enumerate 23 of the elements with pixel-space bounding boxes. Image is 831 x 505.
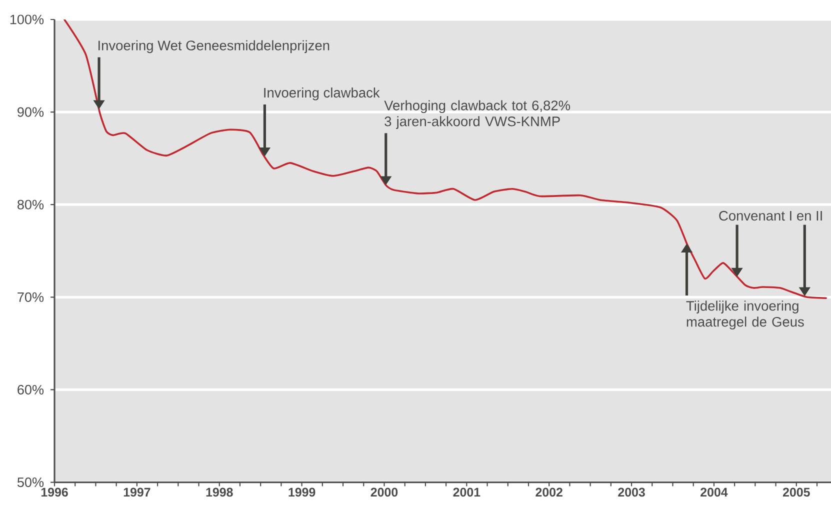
annotation: Invoering clawback (264, 87, 380, 100)
y-tick-label: 60% (18, 384, 44, 395)
x-tick-label: 1997 (124, 488, 150, 497)
x-tick-label: 2001 (453, 488, 480, 497)
x-tick-label: 1999 (288, 488, 316, 497)
y-tick-label: 50% (17, 477, 44, 488)
x-tick-label: 1998 (206, 488, 233, 497)
x-tick-label: 2002 (536, 488, 562, 497)
x-tick-label: 2004 (700, 488, 728, 497)
x-tick-label: 2003 (618, 488, 645, 497)
annotation: Verhoging clawback tot 6,82% 3 jaren-akkoord VWS-KNMP (384, 100, 570, 129)
y-tick-label: 90% (18, 107, 44, 117)
y-tick-label: 70% (18, 292, 44, 302)
x-tick-label: 2000 (370, 488, 398, 497)
line-series (64, 19, 827, 299)
x-tick-label: 1996 (41, 488, 68, 497)
annotation: Convenant I (719, 210, 792, 221)
x-tick-label: 2005 (782, 488, 810, 497)
annotation: Tijdelijke invoering maatregel de Geus (686, 300, 804, 330)
annotation: Invoering Wet Geneesmiddelenprijzen (98, 40, 330, 54)
y-tick-label: 100% (10, 14, 44, 24)
y-tick-label: 80% (18, 200, 44, 210)
annotation: en II (797, 211, 822, 221)
